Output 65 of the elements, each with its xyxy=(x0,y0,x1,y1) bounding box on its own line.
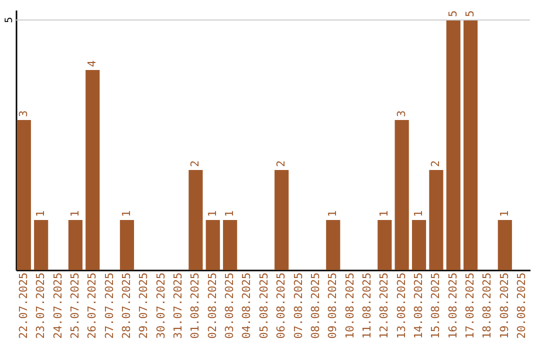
bar xyxy=(446,20,460,270)
x-tick-label: 06.08.2025 xyxy=(274,272,288,339)
data-label: 2 xyxy=(188,160,202,167)
x-tick-label: 31.07.2025 xyxy=(172,272,185,339)
bar xyxy=(34,220,48,270)
data-label: 5 xyxy=(464,10,477,17)
x-tick-label: 22.07.2025 xyxy=(16,272,30,339)
x-tick-label: 09.08.2025 xyxy=(326,272,340,339)
x-tick-label: 03.08.2025 xyxy=(223,272,236,339)
x-tick-label: 13.08.2025 xyxy=(394,272,408,339)
data-label: 1 xyxy=(326,210,340,217)
data-label: 3 xyxy=(394,110,408,117)
data-label: 4 xyxy=(86,60,99,67)
x-tick-label: 05.08.2025 xyxy=(257,272,270,339)
x-tick-label: 19.08.2025 xyxy=(498,272,511,339)
x-tick-label: 23.07.2025 xyxy=(34,272,48,339)
data-label: 5 xyxy=(446,10,460,17)
x-tick-label: 26.07.2025 xyxy=(86,272,99,339)
x-tick-label: 29.07.2025 xyxy=(137,272,150,339)
bar xyxy=(223,220,238,270)
x-tick-label: 27.07.2025 xyxy=(102,272,116,339)
data-label: 1 xyxy=(120,210,133,217)
bar xyxy=(326,220,340,270)
x-tick-label: 01.08.2025 xyxy=(188,272,202,339)
x-tick-label: 16.08.2025 xyxy=(446,272,460,339)
data-label: 2 xyxy=(429,160,442,167)
data-label: 3 xyxy=(16,110,30,117)
bar xyxy=(429,170,444,270)
x-tick-label: 07.08.2025 xyxy=(292,272,305,339)
bar xyxy=(498,220,512,270)
data-label: 1 xyxy=(206,210,219,217)
bar xyxy=(378,220,392,270)
x-tick-label: 15.08.2025 xyxy=(429,272,442,339)
data-label: 1 xyxy=(223,210,236,217)
bar xyxy=(86,70,100,270)
data-label: 1 xyxy=(378,210,391,217)
data-label: 1 xyxy=(68,210,82,217)
x-tick-label: 17.08.2025 xyxy=(464,272,477,339)
bar xyxy=(188,170,203,270)
bar xyxy=(394,120,409,270)
x-tick-label: 30.07.2025 xyxy=(154,272,168,339)
x-tick-label: 08.08.2025 xyxy=(308,272,322,339)
data-label: 1 xyxy=(412,210,426,217)
bar xyxy=(120,220,134,270)
bar xyxy=(68,220,82,270)
x-tick-label: 12.08.2025 xyxy=(378,272,391,339)
bar xyxy=(16,120,31,270)
data-label: 1 xyxy=(498,210,511,217)
ref-line-label: 5 xyxy=(4,16,15,24)
bar xyxy=(464,20,478,270)
x-tick-label: 04.08.2025 xyxy=(240,272,254,339)
x-tick-label: 20.08.2025 xyxy=(515,272,528,339)
data-label: 2 xyxy=(274,160,288,167)
bar xyxy=(412,220,426,270)
x-tick-label: 11.08.2025 xyxy=(360,272,374,339)
x-tick-label: 18.08.2025 xyxy=(480,272,494,339)
data-label: 1 xyxy=(34,210,48,217)
x-tick-label: 28.07.2025 xyxy=(120,272,133,339)
x-tick-label: 14.08.2025 xyxy=(412,272,426,339)
x-tick-label: 25.07.2025 xyxy=(68,272,82,339)
x-tick-label: 02.08.2025 xyxy=(206,272,219,339)
bar xyxy=(274,170,289,270)
x-tick-label: 10.08.2025 xyxy=(343,272,356,339)
x-tick-label: 24.07.2025 xyxy=(51,272,64,339)
bar xyxy=(206,220,220,270)
